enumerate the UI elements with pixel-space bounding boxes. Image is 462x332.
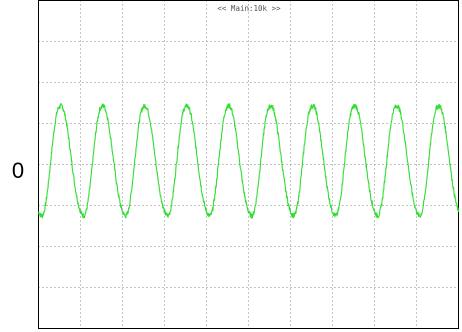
grid [38, 0, 459, 329]
plot-frame [38, 0, 459, 329]
chart-title: << Main:10k >> [217, 4, 281, 13]
signal-trace [38, 102, 460, 219]
y-tick-label-zero: 0 [12, 158, 24, 183]
